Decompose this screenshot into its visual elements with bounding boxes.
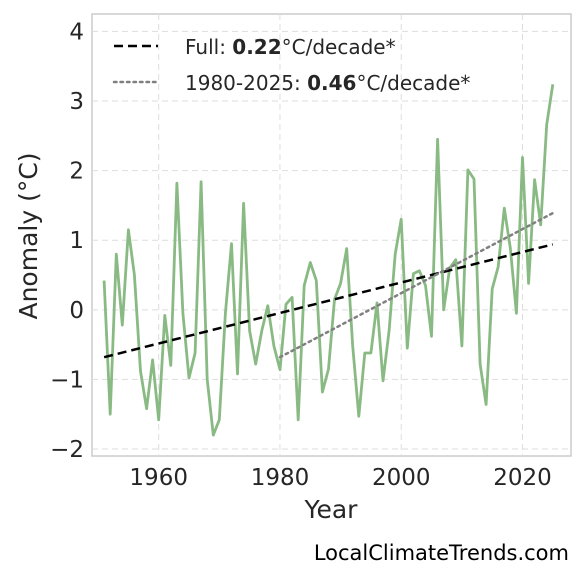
y-tick-label: 2 bbox=[69, 159, 84, 185]
y-axis-ticks: −2 −1 0 1 2 3 4 bbox=[50, 19, 84, 463]
x-axis-title: Year bbox=[304, 495, 359, 524]
legend-full-suffix: °C/decade* bbox=[282, 35, 396, 59]
y-axis-title: Anomaly (°C) bbox=[14, 152, 43, 319]
credit-text: LocalClimateTrends.com bbox=[314, 541, 569, 565]
x-tick-label: 2020 bbox=[493, 465, 552, 491]
trend-line-full bbox=[103, 243, 554, 359]
y-tick-label: 3 bbox=[69, 89, 84, 115]
y-tick-label: 0 bbox=[69, 298, 84, 324]
anomaly-series-line bbox=[102, 84, 555, 437]
y-tick-label: −2 bbox=[50, 437, 84, 463]
x-axis-ticks: 1960 1980 2000 2020 bbox=[129, 465, 551, 491]
series-group bbox=[102, 84, 555, 437]
legend-entry-1980-2025: 1980-2025: 0.46°C/decade* bbox=[185, 71, 470, 95]
x-tick-label: 2000 bbox=[372, 465, 431, 491]
trend-line-1980-2025 bbox=[278, 211, 555, 359]
x-tick-label: 1960 bbox=[129, 465, 188, 491]
plot-frame bbox=[91, 13, 572, 457]
plot-area bbox=[91, 13, 572, 457]
y-tick-label: 1 bbox=[69, 228, 84, 254]
legend-1980-2025-prefix: 1980-2025: bbox=[185, 71, 307, 95]
legend-full-prefix: Full: bbox=[185, 35, 232, 59]
legend-entry-full: Full: 0.22°C/decade* bbox=[185, 35, 396, 59]
x-tick-label: 1980 bbox=[251, 465, 310, 491]
y-tick-label: −1 bbox=[50, 367, 84, 393]
legend-full-value: 0.22 bbox=[232, 35, 281, 59]
y-tick-label: 4 bbox=[69, 19, 84, 45]
legend-1980-2025-suffix: °C/decade* bbox=[356, 71, 470, 95]
legend: Full: 0.22°C/decade* 1980-2025: 0.46°C/d… bbox=[112, 35, 470, 95]
legend-1980-2025-value: 0.46 bbox=[307, 71, 356, 95]
